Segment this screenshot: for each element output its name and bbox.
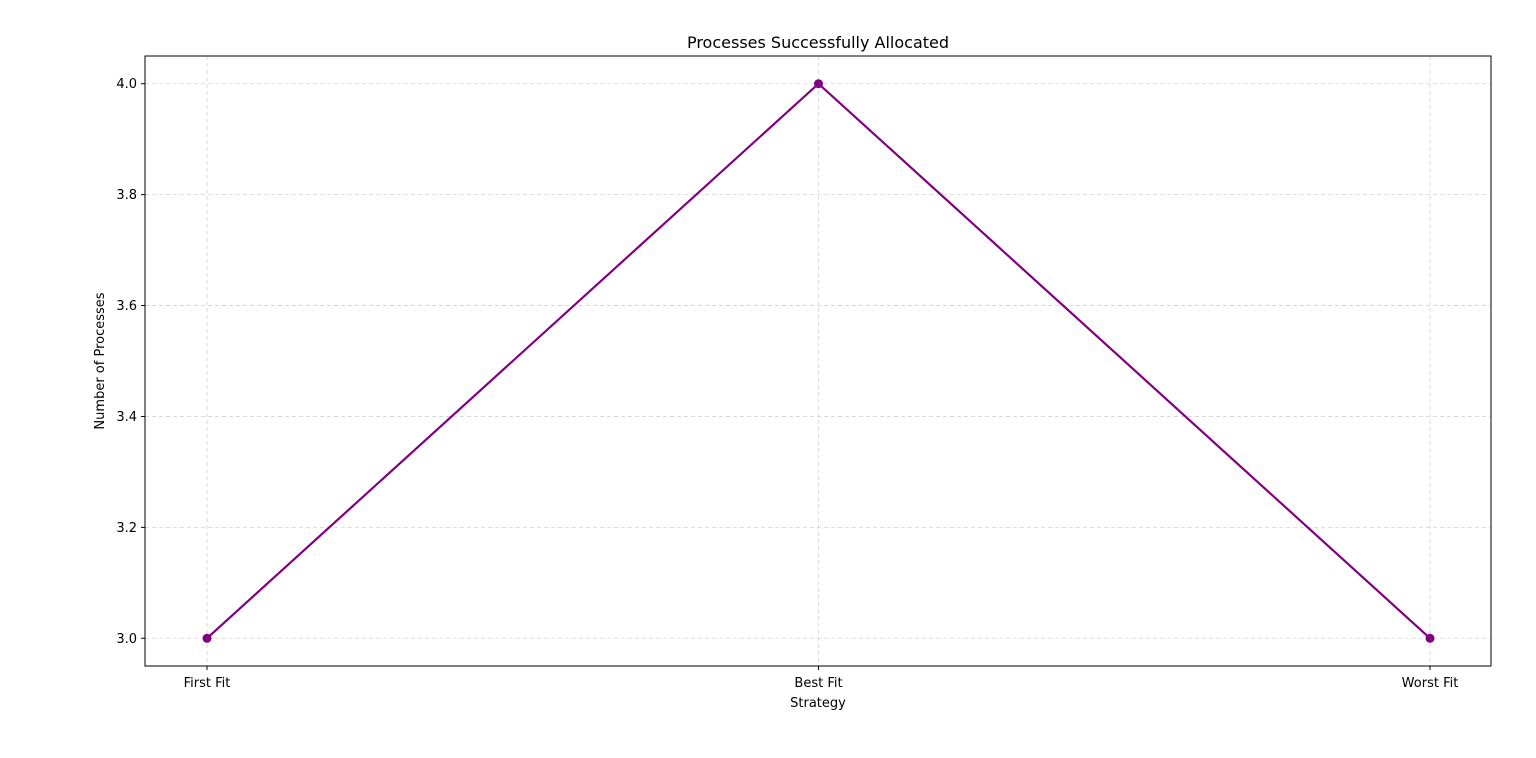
series-markers: [202, 79, 1435, 643]
data-point-marker: [814, 79, 823, 89]
y-axis-label: Number of Processes: [93, 292, 108, 429]
y-tick-label: 3.6: [116, 299, 137, 314]
y-tick-label: 3.0: [116, 632, 137, 647]
y-tick-label: 4.0: [116, 77, 137, 92]
y-tick-label: 3.2: [116, 521, 137, 536]
y-tick-label: 3.8: [116, 188, 137, 203]
grid-lines: [145, 56, 1491, 666]
y-axis-ticks: 3.0 3.2 3.4 3.6 3.8 4.0: [116, 77, 145, 647]
data-point-marker: [1425, 633, 1435, 643]
x-tick-label: Best Fit: [794, 676, 842, 691]
x-tick-label: First Fit: [184, 676, 231, 691]
y-tick-label: 3.4: [116, 410, 137, 425]
data-point-marker: [202, 633, 212, 643]
x-axis-ticks: First Fit Best Fit Worst Fit: [184, 666, 1459, 691]
chart-title: Processes Successfully Allocated: [687, 33, 949, 52]
x-axis-label: Strategy: [790, 696, 846, 711]
x-tick-label: Worst Fit: [1402, 676, 1459, 691]
